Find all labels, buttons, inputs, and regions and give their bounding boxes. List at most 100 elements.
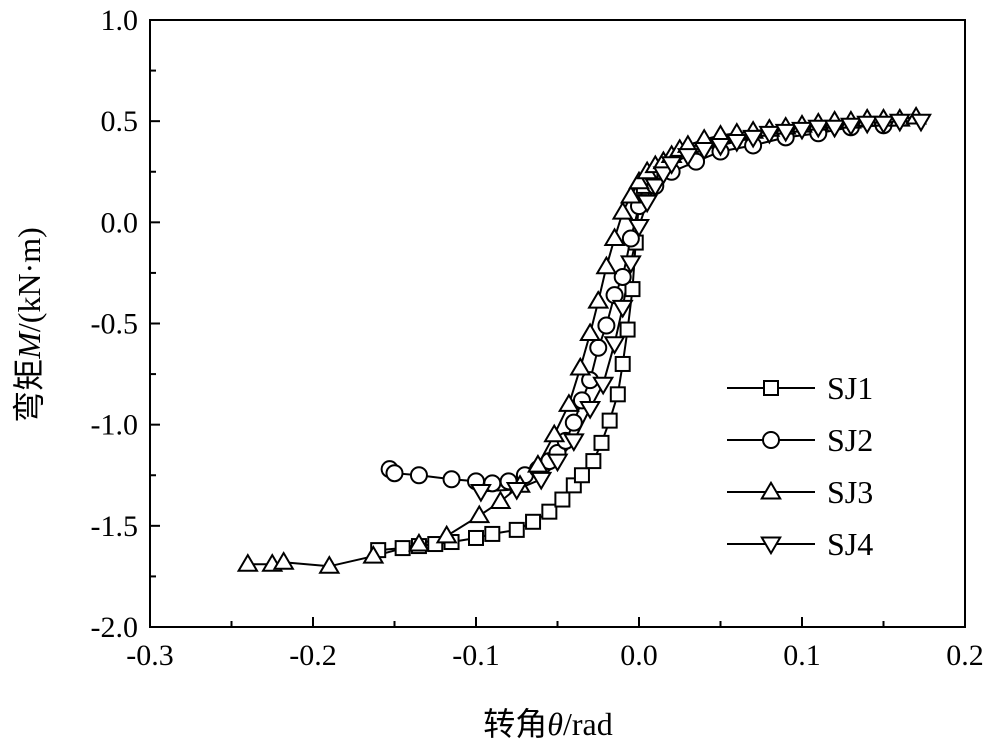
data-point-sj4: [774, 123, 797, 143]
data-point-sj4: [628, 218, 650, 238]
ticks-layer: -0.3 -0.2 -0.1 0.0 0.1 0.2 1.0 0.5 0.0 -0.5 -1.0 -1…: [91, 4, 984, 672]
data-point-sj3: [468, 504, 491, 524]
legend-marker-sj1: [763, 380, 779, 396]
legend-label-sj3: SJ3: [827, 474, 873, 510]
y-tick-label: 0.0: [101, 206, 139, 239]
data-point-sj4: [579, 401, 602, 420]
data-point-sj4: [758, 125, 781, 145]
y-tick-label: -1.0: [91, 409, 139, 442]
plot-markers-layer: [236, 105, 932, 574]
data-point-sj4: [856, 115, 879, 135]
data-point-sj4: [636, 194, 659, 214]
data-point-sj1: [601, 412, 618, 429]
data-point-sj4: [839, 117, 862, 137]
data-point-sj3: [619, 184, 642, 204]
data-point-sj1: [541, 503, 558, 520]
data-point-sj1: [554, 491, 571, 508]
data-point-sj2: [409, 466, 428, 485]
data-point-sj4: [530, 471, 553, 491]
data-point-sj4: [709, 138, 732, 157]
x-tick-label: 0.0: [620, 639, 658, 672]
data-point-sj3: [272, 551, 295, 570]
data-point-sj1: [508, 521, 525, 538]
data-point-sj3: [362, 545, 385, 564]
data-point-sj1: [573, 467, 590, 484]
data-point-sj2: [564, 413, 583, 432]
y-tick-label: -2.0: [91, 611, 139, 644]
data-point-sj3: [318, 555, 341, 574]
series-line-sj3: [247, 116, 917, 568]
data-point-sj4: [603, 336, 626, 355]
data-point-sj1: [585, 453, 602, 470]
data-point-sj4: [546, 453, 569, 473]
data-point-sj1: [619, 321, 636, 338]
legend: SJ1 SJ2 SJ3 SJ4: [727, 370, 873, 562]
data-point-sj1: [394, 540, 411, 557]
data-point-sj4: [611, 299, 634, 319]
data-point-sj2: [385, 464, 404, 483]
x-tick-label: -0.3: [126, 639, 174, 672]
data-point-sj4: [910, 113, 932, 133]
plot-lines-layer: [247, 116, 921, 568]
x-tick-label: 0.1: [783, 639, 821, 672]
data-point-sj3: [489, 490, 512, 509]
y-tick-label: -1.5: [91, 510, 139, 543]
data-point-sj1: [484, 525, 501, 542]
data-point-sj3: [435, 524, 458, 544]
legend-label-sj4: SJ4: [827, 526, 873, 562]
data-point-sj4: [888, 113, 911, 133]
data-point-sj4: [644, 178, 667, 198]
data-point-sj1: [593, 434, 610, 451]
data-point-sj1: [468, 529, 484, 546]
data-point-sj4: [676, 148, 699, 167]
data-point-sj4: [505, 481, 528, 501]
y-tick-label: 0.5: [101, 105, 139, 138]
data-point-sj4: [742, 129, 765, 149]
data-point-sj4: [872, 115, 895, 135]
data-point-sj2: [613, 267, 632, 286]
data-point-sj4: [791, 121, 813, 141]
legend-marker-sj3: [760, 480, 782, 500]
data-point-sj1: [624, 281, 641, 298]
data-point-sj4: [652, 166, 675, 185]
data-point-sj3: [628, 170, 650, 190]
data-point-sj2: [621, 229, 640, 248]
data-point-sj3: [236, 553, 259, 572]
data-point-sj3: [543, 423, 566, 443]
x-tick-label: 0.2: [946, 639, 984, 672]
data-point-sj4: [562, 433, 585, 453]
data-point-sj2: [589, 338, 608, 357]
data-point-sj4: [693, 142, 716, 161]
data-point-sj1: [525, 513, 542, 530]
legend-marker-sj2: [762, 431, 780, 449]
data-point-sj2: [597, 316, 616, 335]
x-tick-label: -0.2: [289, 639, 337, 672]
data-point-sj3: [569, 356, 592, 376]
data-point-sj3: [587, 290, 610, 309]
legend-label-sj1: SJ1: [827, 370, 873, 406]
data-point-sj3: [408, 532, 430, 552]
data-point-sj2: [442, 470, 461, 489]
y-axis-title: 弯矩M/(kN·m): [11, 227, 47, 423]
data-point-sj4: [807, 119, 830, 139]
y-tick-label: 1.0: [101, 4, 139, 37]
data-point-sj4: [619, 255, 642, 274]
legend-marker-sj4: [760, 536, 782, 556]
data-point-sj3: [595, 255, 618, 275]
data-point-sj3: [611, 201, 634, 220]
data-point-sj1: [614, 355, 631, 372]
data-point-sj4: [823, 119, 846, 139]
legend-label-sj2: SJ2: [827, 422, 873, 458]
data-point-sj4: [725, 133, 748, 153]
data-point-sj3: [526, 453, 549, 473]
data-point-sj4: [469, 483, 492, 503]
y-tick-label: -0.5: [91, 308, 139, 341]
x-axis-title: 转角θ/rad: [483, 706, 612, 742]
data-point-sj3: [579, 322, 602, 342]
data-point-sj4: [660, 156, 683, 175]
data-point-sj3: [603, 227, 626, 246]
x-tick-label: -0.1: [452, 639, 500, 672]
data-point-sj4: [592, 376, 615, 396]
data-point-sj3: [557, 393, 580, 412]
